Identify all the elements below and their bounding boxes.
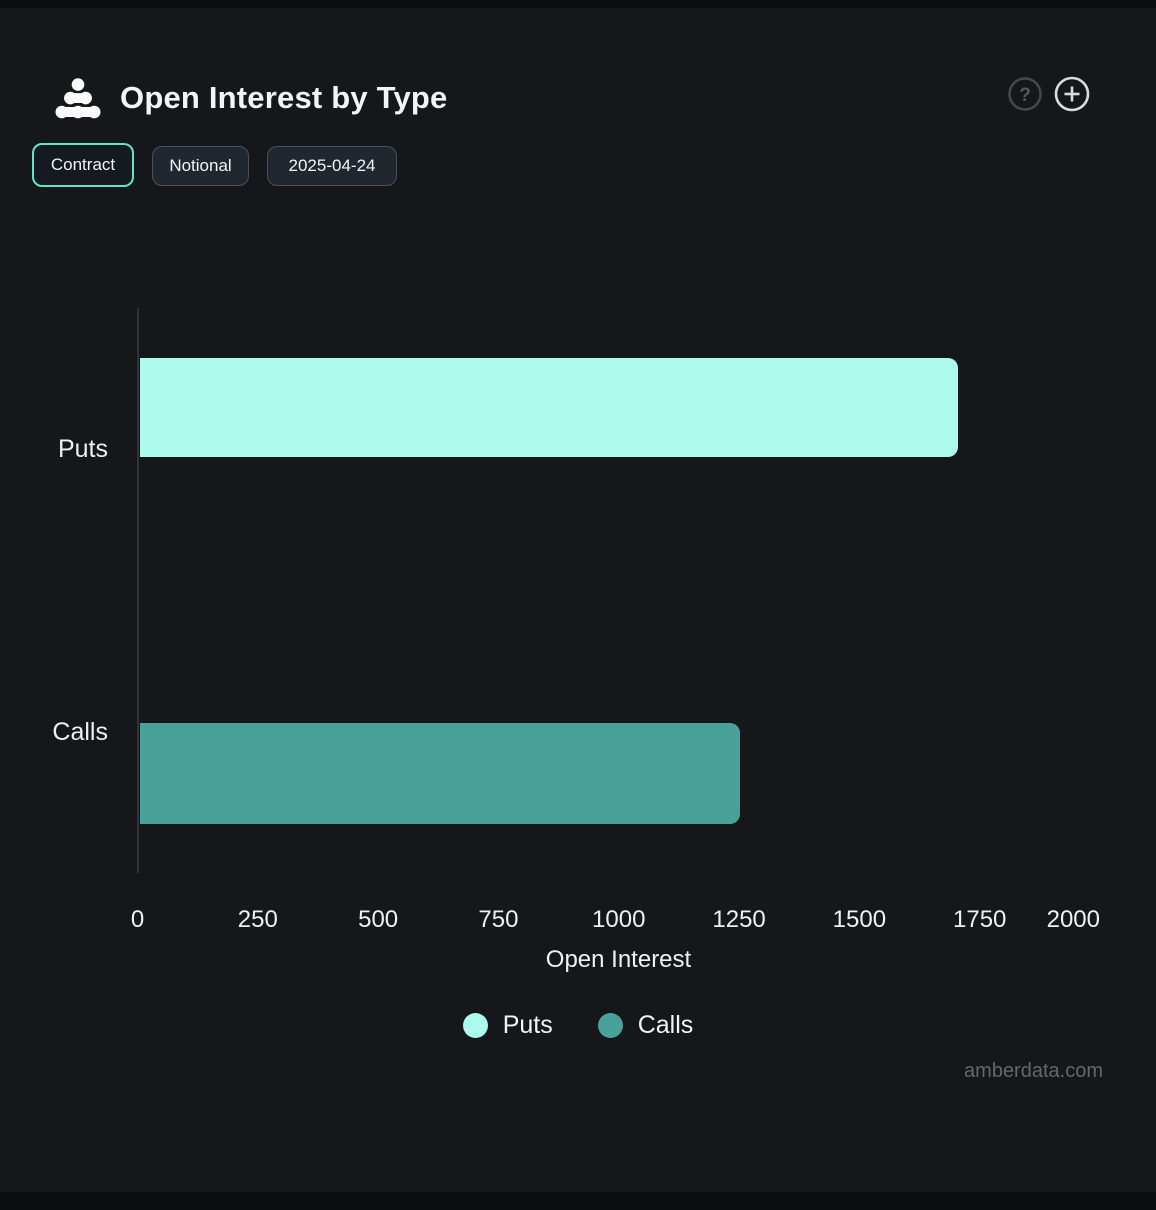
legend-label-puts: Puts <box>502 1011 553 1039</box>
bar-calls[interactable] <box>139 723 740 824</box>
x-tick-label: 1000 <box>592 906 646 933</box>
amberdata-logo-icon <box>55 78 101 119</box>
legend-item-puts[interactable]: Puts <box>462 1011 553 1040</box>
category-label-calls: Calls <box>52 717 108 746</box>
toggle-contract[interactable]: Contract <box>32 143 134 187</box>
toggle-notional[interactable]: Notional <box>152 146 249 186</box>
add-button[interactable] <box>1054 76 1090 112</box>
x-tick-label: 500 <box>358 906 399 933</box>
x-tick-label: 250 <box>237 906 278 933</box>
x-tick-label: 1500 <box>832 906 887 933</box>
x-tick-label: 2000 <box>1046 906 1100 933</box>
x-tick-label: 750 <box>478 906 519 933</box>
plus-circle-icon <box>1054 76 1090 112</box>
question-circle-icon: ? <box>1008 77 1042 111</box>
page-title: Open Interest by Type <box>120 80 448 115</box>
legend-swatch-calls <box>597 1013 623 1038</box>
help-button[interactable]: ? <box>1007 76 1043 112</box>
legend-label-calls: Calls <box>637 1011 694 1039</box>
svg-text:?: ? <box>1019 85 1031 106</box>
x-tick-label: 1750 <box>952 906 1007 933</box>
legend-item-calls[interactable]: Calls <box>597 1011 694 1040</box>
bar-puts[interactable] <box>139 358 959 457</box>
x-axis-title: Open Interest <box>545 946 692 973</box>
x-tick-label: 1250 <box>712 906 766 933</box>
y-axis-line <box>137 308 139 873</box>
watermark: amberdata.com <box>964 1060 1103 1082</box>
category-label-puts: Puts <box>57 435 108 464</box>
chart-legend: Puts Calls <box>0 1011 1156 1040</box>
x-tick-label: 0 <box>130 906 145 933</box>
legend-swatch-puts <box>462 1013 488 1038</box>
date-selector[interactable]: 2025-04-24 <box>267 146 397 186</box>
chart-panel <box>0 8 1156 1192</box>
